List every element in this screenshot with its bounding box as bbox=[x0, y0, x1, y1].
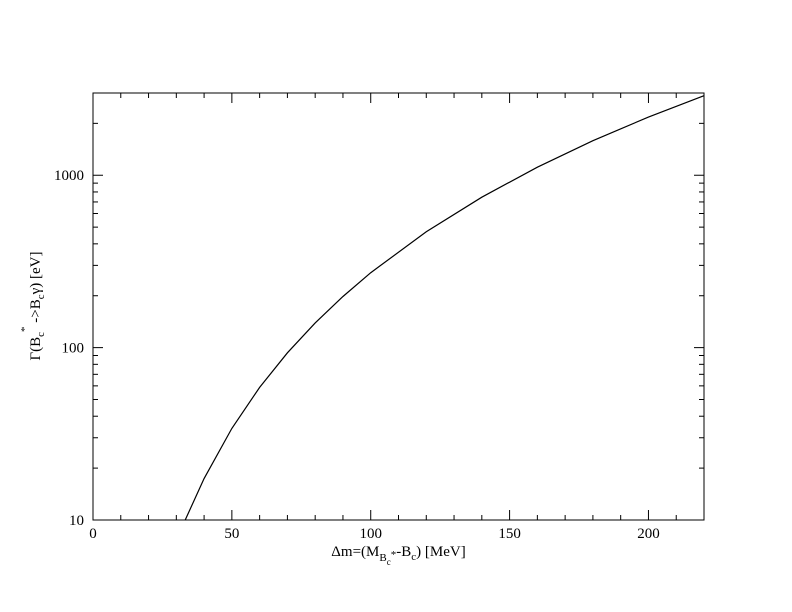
y-axis-label: Γ(Bc* ->Bcγ) [eV] bbox=[19, 251, 47, 360]
x-tick-label: 100 bbox=[359, 526, 382, 542]
label-part: γ) [eV] bbox=[28, 251, 44, 295]
x-tick-label: 200 bbox=[637, 526, 660, 542]
label-part: * bbox=[391, 549, 397, 561]
label-part: -B bbox=[396, 544, 411, 560]
label-part: ->B bbox=[28, 299, 44, 326]
label-part: B bbox=[379, 552, 386, 564]
x-tick-label: 0 bbox=[89, 526, 97, 542]
x-tick-label: 50 bbox=[224, 526, 239, 542]
y-tick-label: 10 bbox=[69, 513, 84, 529]
label-part: c bbox=[411, 551, 416, 563]
y-tick-label: 1000 bbox=[54, 168, 84, 184]
x-tick-label: 150 bbox=[498, 526, 521, 542]
label-part: * bbox=[19, 326, 31, 332]
x-axis-label: Δm=(MBc*-Bc) [MeV] bbox=[331, 544, 465, 567]
label-part: c bbox=[35, 294, 47, 299]
label-part: c bbox=[35, 332, 47, 337]
label-part: Γ(B bbox=[28, 337, 44, 361]
plot-frame bbox=[92, 92, 705, 521]
label-part: ) [MeV] bbox=[416, 544, 466, 560]
label-part: c bbox=[387, 557, 391, 567]
data-line bbox=[184, 95, 705, 521]
label-part: Δm=(M bbox=[331, 544, 379, 560]
y-tick-label: 100 bbox=[62, 341, 85, 357]
